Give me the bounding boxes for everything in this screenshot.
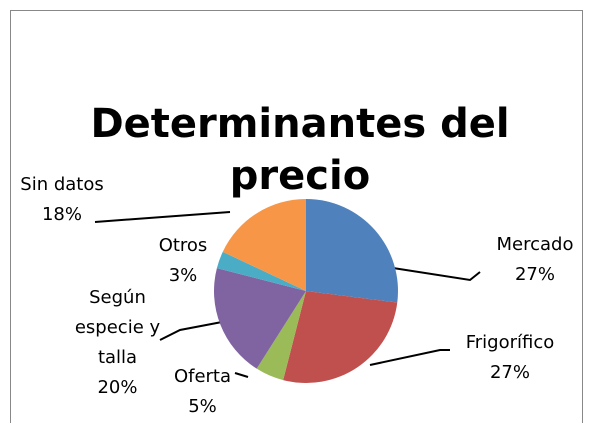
data-label: Otros 3% [150,231,216,291]
leader-line [369,349,450,366]
category-label: Frigorífico [465,332,555,353]
value-label: 3% [168,265,198,286]
value-label: 27% [489,362,530,383]
category-label: Otros [158,235,208,256]
chart-title: Determinantes del precio [90,101,510,199]
value-label: 18% [41,204,82,225]
data-label: Mercado 27% [485,230,585,290]
category-label: Mercado [496,234,574,255]
leader-line [159,321,223,341]
leaders [94,211,481,378]
leader-line [392,267,481,282]
leader-line [94,211,231,223]
value-label: 5% [188,396,217,417]
data-label: Sin datos 18% [20,170,104,230]
data-label: Oferta 5% [160,362,245,422]
leader-line [234,372,249,378]
category-label: Oferta [173,366,232,387]
pie-slice [256,291,306,381]
category-label: Sin datos [20,174,104,195]
value-label: 27% [514,264,555,285]
data-label: Frigorífico 27% [440,328,580,388]
frame [10,10,583,423]
pie-slice [216,251,306,291]
data-label: Según especie y talla 20% [55,283,180,403]
pie-slice [222,199,306,291]
pie-slice [214,268,306,369]
pie-slice [283,291,398,384]
pie-slice [306,198,399,303]
value-label: 20% [97,377,138,398]
category-label: Según especie y talla [74,287,161,368]
